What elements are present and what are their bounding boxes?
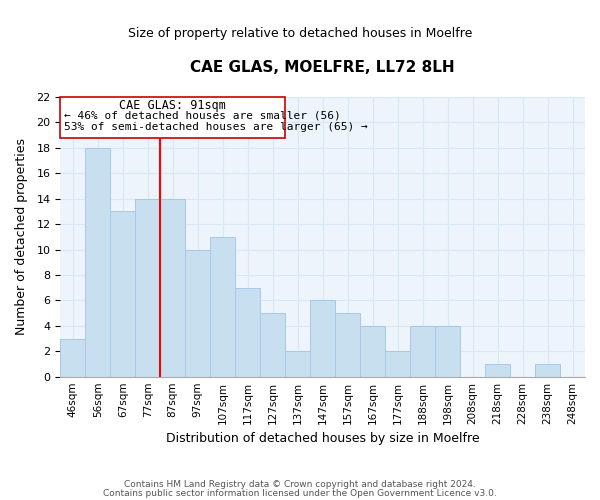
Bar	[485, 364, 510, 376]
Bar	[135, 198, 160, 376]
Title: CAE GLAS, MOELFRE, LL72 8LH: CAE GLAS, MOELFRE, LL72 8LH	[190, 60, 455, 75]
Text: Contains public sector information licensed under the Open Government Licence v3: Contains public sector information licen…	[103, 489, 497, 498]
Bar	[85, 148, 110, 376]
Bar	[235, 288, 260, 376]
Bar	[335, 313, 360, 376]
Bar	[410, 326, 435, 376]
Bar	[385, 352, 410, 376]
Bar	[260, 313, 285, 376]
Bar	[310, 300, 335, 376]
Bar	[185, 250, 210, 376]
Bar	[110, 212, 135, 376]
FancyBboxPatch shape	[61, 97, 285, 138]
X-axis label: Distribution of detached houses by size in Moelfre: Distribution of detached houses by size …	[166, 432, 479, 445]
Bar	[160, 198, 185, 376]
Bar	[61, 338, 85, 376]
Bar	[360, 326, 385, 376]
Text: CAE GLAS: 91sqm: CAE GLAS: 91sqm	[119, 99, 226, 112]
Bar	[210, 237, 235, 376]
Text: Contains HM Land Registry data © Crown copyright and database right 2024.: Contains HM Land Registry data © Crown c…	[124, 480, 476, 489]
Y-axis label: Number of detached properties: Number of detached properties	[15, 138, 28, 336]
Bar	[285, 352, 310, 376]
Text: Size of property relative to detached houses in Moelfre: Size of property relative to detached ho…	[128, 28, 472, 40]
Text: ← 46% of detached houses are smaller (56): ← 46% of detached houses are smaller (56…	[64, 110, 341, 120]
Bar	[435, 326, 460, 376]
Bar	[535, 364, 560, 376]
Text: 53% of semi-detached houses are larger (65) →: 53% of semi-detached houses are larger (…	[64, 122, 368, 132]
